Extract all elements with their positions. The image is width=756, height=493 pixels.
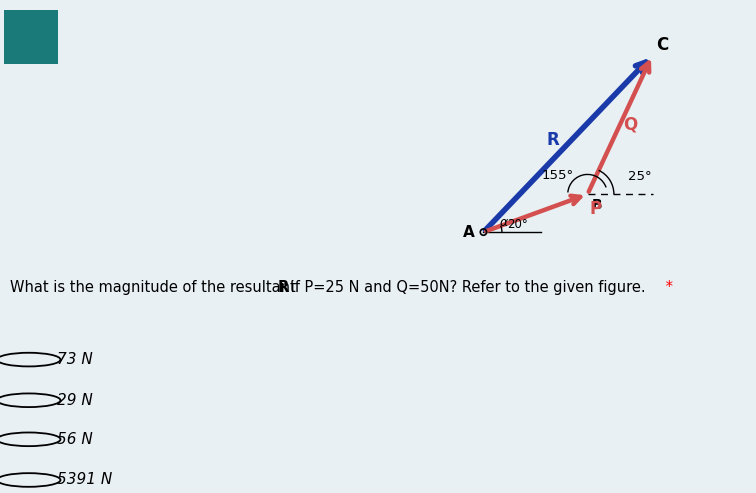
Text: P: P xyxy=(590,200,602,218)
Text: B: B xyxy=(591,198,602,212)
Text: A: A xyxy=(463,225,474,240)
Text: C: C xyxy=(656,36,668,54)
Text: 29 N: 29 N xyxy=(57,393,92,408)
Text: What is the magnitude of the resultant: What is the magnitude of the resultant xyxy=(10,281,300,295)
Text: R: R xyxy=(277,281,289,295)
Text: 155°: 155° xyxy=(541,170,574,182)
Text: 56 N: 56 N xyxy=(57,432,92,447)
Text: if P=25 N and Q=50N? Refer to the given figure.: if P=25 N and Q=50N? Refer to the given … xyxy=(286,281,646,295)
Text: 73 N: 73 N xyxy=(57,352,92,367)
Text: *: * xyxy=(661,281,673,295)
Text: α: α xyxy=(500,216,508,229)
Text: R: R xyxy=(547,131,559,149)
Text: 20°: 20° xyxy=(507,218,528,231)
Text: 25°: 25° xyxy=(628,170,652,183)
Text: Q: Q xyxy=(623,116,637,134)
Text: 5391 N: 5391 N xyxy=(57,472,112,488)
